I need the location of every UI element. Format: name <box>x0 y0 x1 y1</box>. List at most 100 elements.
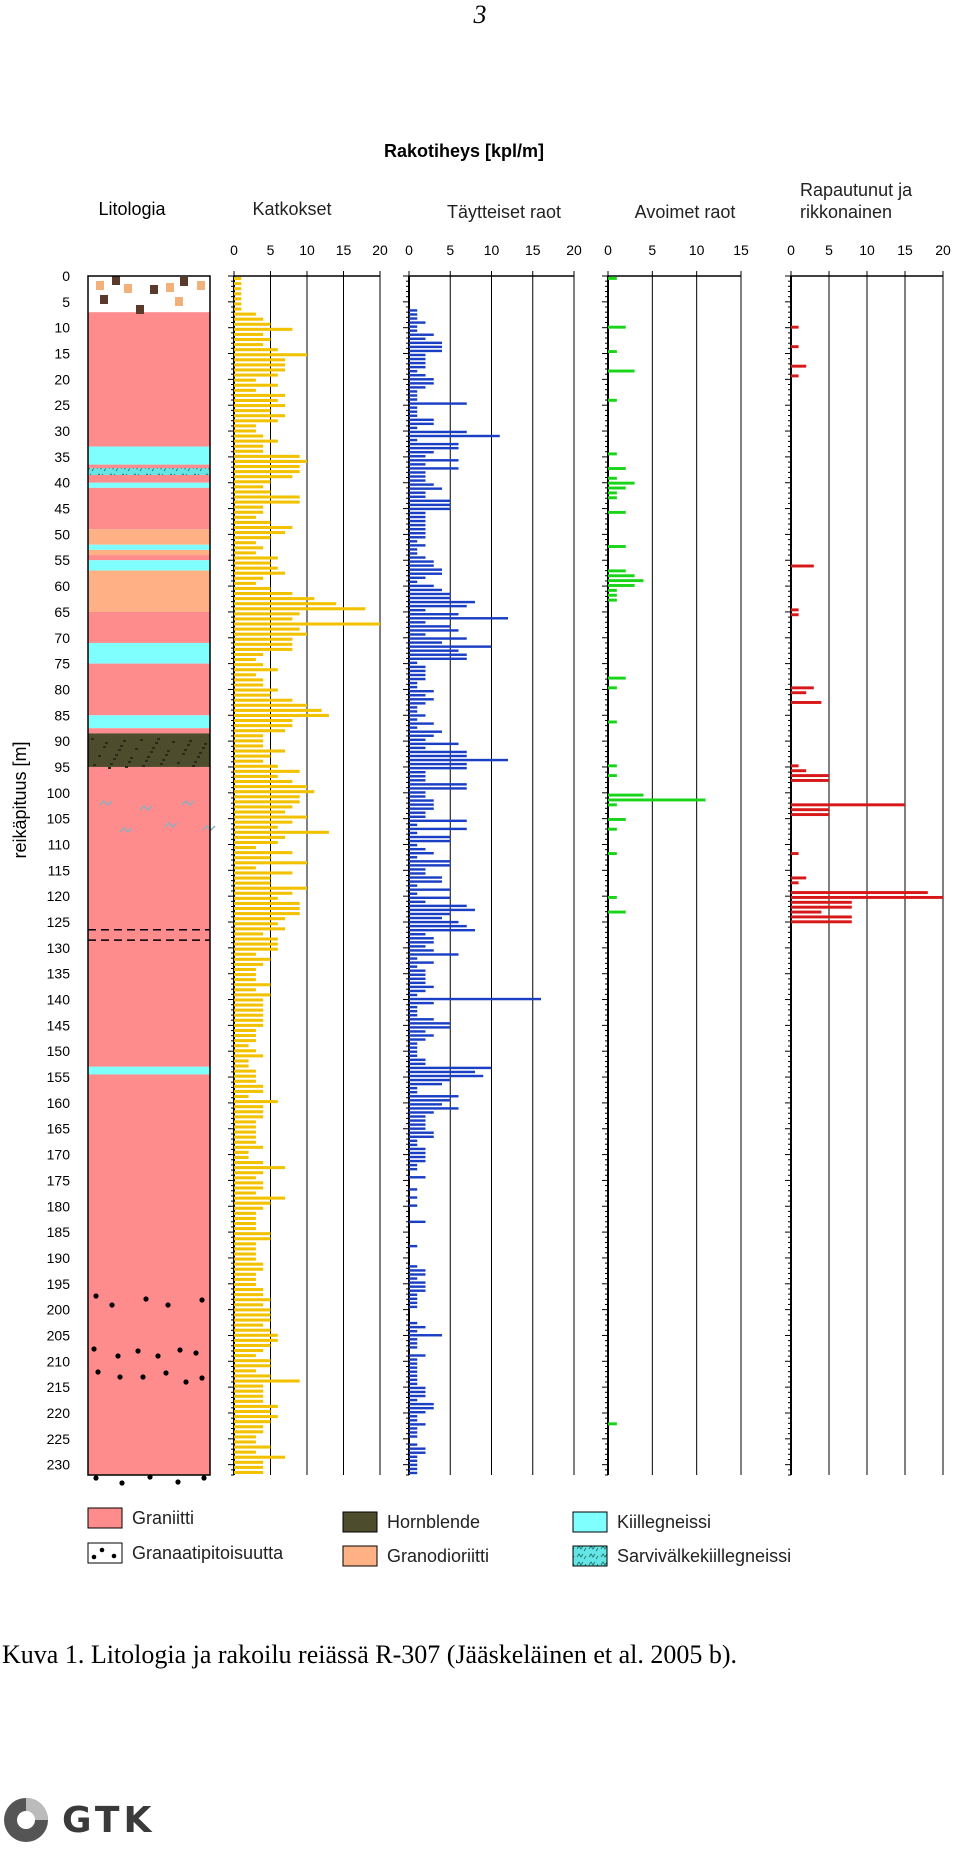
katkokset-bar <box>234 556 278 560</box>
lithology-layer <box>88 276 210 313</box>
lithology-layer <box>88 766 210 1067</box>
t-ytteiset-raot-bar <box>409 1143 418 1147</box>
depth-tick-label: 100 <box>47 785 71 801</box>
t-ytteiset-raot-bar <box>409 681 418 685</box>
t-ytteiset-raot-bar <box>409 1394 426 1398</box>
hornblende-speckle <box>142 764 145 767</box>
hornblende-speckle <box>103 745 106 748</box>
t-ytteiset-raot-bar <box>409 511 426 515</box>
katkokset-bar <box>234 566 278 570</box>
depth-tick-label: 145 <box>47 1017 71 1033</box>
katkokset-bar <box>234 500 300 504</box>
depth-tick-label: 95 <box>54 759 70 775</box>
t-ytteiset-raot-bar <box>409 329 418 332</box>
legend-garnet-dot <box>91 1554 97 1560</box>
t-ytteiset-raot-bar <box>409 835 451 839</box>
t-ytteiset-raot-bar <box>409 1459 418 1463</box>
avoimet-raot-bar <box>608 774 617 778</box>
avoimet-raot-bar <box>608 1422 617 1426</box>
t-ytteiset-raot-bar <box>409 811 426 814</box>
katkokset-bar <box>234 1359 271 1363</box>
t-ytteiset-raot-bar <box>409 491 426 494</box>
hornblende-speckle <box>145 759 148 762</box>
katkokset-bar <box>234 302 242 306</box>
katkokset-bar <box>234 464 300 469</box>
katkokset-bar <box>234 1318 271 1322</box>
lithology-layer <box>88 642 210 664</box>
katkokset-bar <box>234 1232 271 1236</box>
lithology-layer <box>88 529 210 545</box>
legend-label: Sarvivälkekiillegneissi <box>617 1546 791 1566</box>
katkokset-bar <box>234 1221 256 1226</box>
katkokset-bar <box>234 1206 264 1210</box>
t-ytteiset-raot-bar <box>409 1066 492 1070</box>
t-ytteiset-raot-bar <box>409 600 475 604</box>
t-ytteiset-raot-bar <box>409 1030 426 1033</box>
katkokset-bar <box>234 769 300 773</box>
t-ytteiset-raot-bar <box>409 365 426 369</box>
katkokset-bar <box>234 1262 264 1266</box>
t-ytteiset-raot-bar <box>409 345 442 349</box>
katkokset-bar <box>234 871 293 875</box>
t-ytteiset-raot-bar <box>409 965 418 968</box>
t-ytteiset-raot-bar <box>409 714 426 717</box>
katkokset-bar <box>234 1094 249 1099</box>
t-ytteiset-raot-bar <box>409 317 418 320</box>
t-ytteiset-raot-bar <box>409 592 451 596</box>
garnet-dot <box>119 1480 125 1486</box>
hornblende-speckle <box>135 747 138 750</box>
t-ytteiset-raot-bar <box>409 1455 418 1458</box>
t-ytteiset-raot-bar <box>409 1431 418 1434</box>
t-ytteiset-raot-bar <box>409 916 442 920</box>
katkokset-bar <box>234 1313 271 1317</box>
lithology-layer <box>88 544 210 550</box>
rapautunut-ja-rikkonainen-title: Rapautunut ja <box>800 180 913 200</box>
t-ytteiset-raot-bar <box>409 532 426 535</box>
avoimet-raot-bar <box>608 827 617 831</box>
katkokset-bar <box>234 607 366 611</box>
avoimet-raot-bar <box>608 910 626 914</box>
avoimet-raot-bar <box>608 579 644 583</box>
rapautunut-ja-rikkonainen-bar <box>791 769 807 773</box>
t-ytteiset-raot-bar <box>409 665 426 669</box>
t-ytteiset-raot-bar <box>409 1402 434 1406</box>
t-ytteiset-raot-bar <box>409 1131 434 1134</box>
katkokset-bar <box>234 429 256 433</box>
t-ytteiset-raot-bar <box>409 446 459 450</box>
hornblende-speckle <box>125 765 128 768</box>
katkokset-bar <box>234 851 293 855</box>
katkokset-bar <box>234 912 300 916</box>
katkokset-bar <box>234 942 278 946</box>
t-ytteiset-raot-bar <box>409 710 418 713</box>
legend-swatch <box>87 1542 123 1564</box>
gtk-globe-icon <box>4 1798 48 1842</box>
katkokset-bar <box>234 353 307 357</box>
katkokset-bar <box>234 1140 256 1144</box>
rapautunut-ja-rikkonainen-bar <box>791 364 807 368</box>
katkokset-bar <box>234 348 278 352</box>
depth-tick-label: 60 <box>54 578 70 594</box>
katkokset-bar <box>234 1161 264 1165</box>
katkokset-bar <box>234 541 256 545</box>
t-ytteiset-raot-bar <box>409 1378 418 1382</box>
t-ytteiset-raot-bar <box>409 1078 451 1082</box>
katkokset-bar <box>234 668 278 672</box>
t-ytteiset-raot-bar <box>409 1265 418 1268</box>
lithology-layer <box>88 487 210 530</box>
t-ytteiset-raot-bar <box>409 564 434 567</box>
t-ytteiset-raot-bar <box>409 495 426 498</box>
katkokset-bar <box>234 1120 256 1124</box>
lithology-layer <box>88 555 210 561</box>
rapautunut-ja-rikkonainen-bar <box>791 910 822 914</box>
t-ytteiset-raot-bar <box>409 560 434 563</box>
legend-label: Granodioriitti <box>387 1546 489 1566</box>
avoimet-raot-bar <box>608 852 617 856</box>
t-ytteiset-raot-bar <box>409 1220 426 1224</box>
hornblende-speckle <box>113 757 116 760</box>
katkokset-bar <box>234 749 286 753</box>
katkokset-bar <box>234 881 271 885</box>
t-ytteiset-raot-bar <box>409 471 426 474</box>
garnet-dot <box>165 1302 171 1308</box>
katkokset-bar <box>234 1044 249 1048</box>
depth-tick-label: 105 <box>47 811 71 827</box>
